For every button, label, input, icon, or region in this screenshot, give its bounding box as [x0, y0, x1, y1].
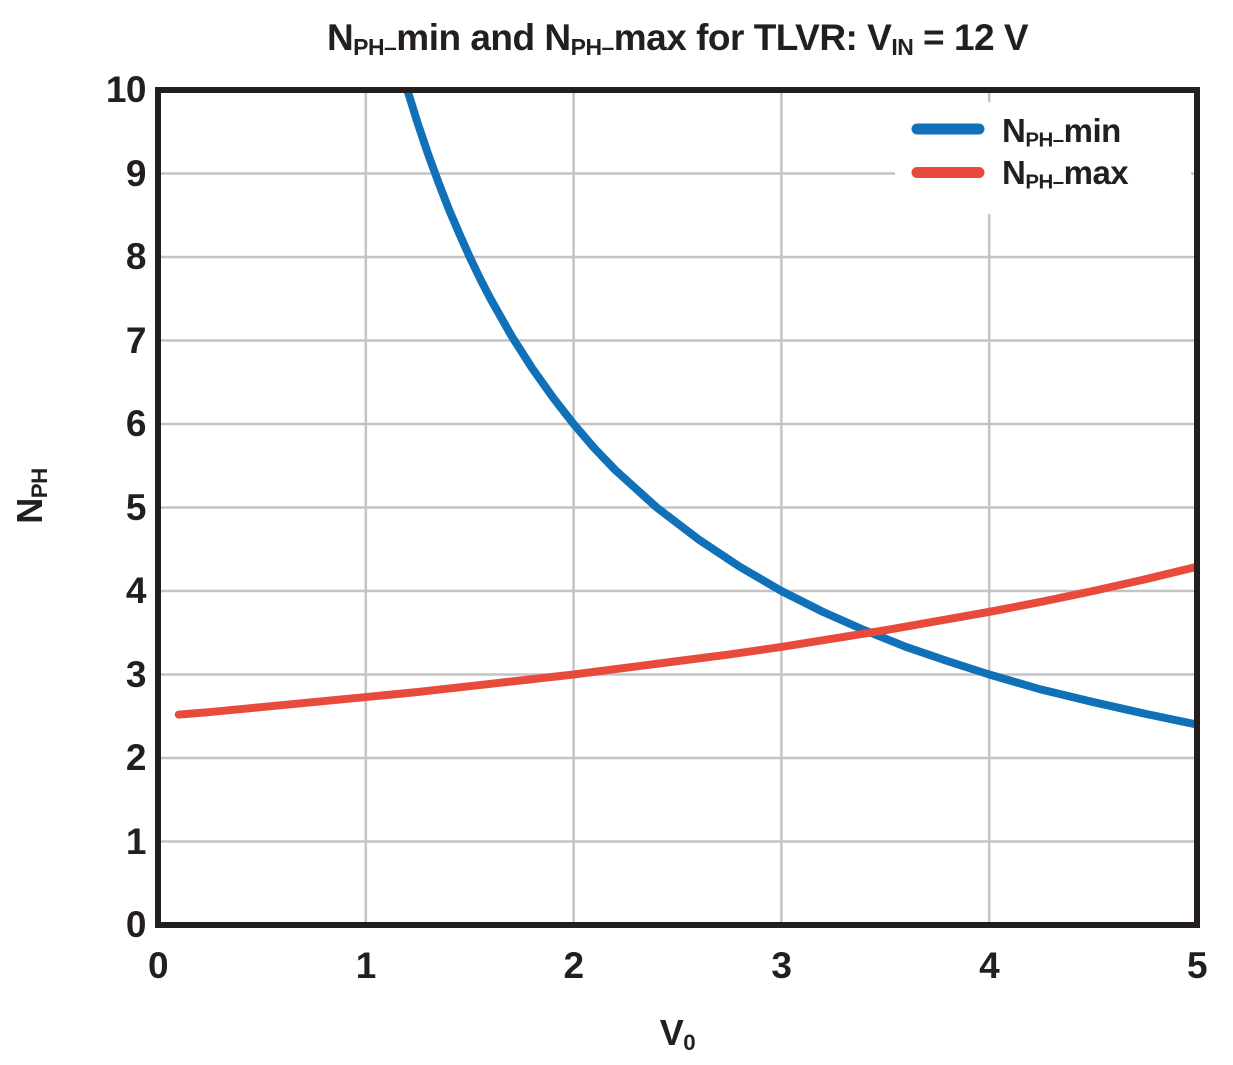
x-tick-label: 2	[563, 945, 585, 986]
y-tick-label: 8	[125, 236, 147, 277]
y-tick-label: 9	[125, 152, 147, 194]
legend-label-nph-max: NPH–max	[1002, 154, 1129, 194]
y-tick-label: 6	[125, 403, 147, 444]
y-tick-label: 1	[125, 820, 147, 862]
y-tick-label: 2	[125, 737, 147, 778]
y-tick-label: 7	[125, 319, 147, 361]
y-tick-label: 5	[125, 486, 147, 528]
plot-border	[155, 87, 1200, 928]
series-lines	[174, 90, 1197, 729]
y-axis-label: NPH	[9, 468, 52, 524]
y-tick-label: 3	[125, 653, 147, 695]
y-tick-label: 10	[105, 69, 147, 110]
line-nph-max	[174, 562, 1197, 719]
legend-background	[895, 102, 1191, 214]
legend-label-nph-min: NPH–min	[1002, 112, 1121, 152]
y-tick-label: 0	[125, 904, 147, 945]
x-tick-label: 0	[147, 945, 169, 986]
x-tick-label: 4	[979, 945, 1000, 986]
y-tick-label: 4	[125, 570, 147, 611]
x-tick-label: 5	[1186, 945, 1208, 986]
x-axis-label: V0	[659, 1012, 696, 1055]
chart-title: NPH–min and NPH–max for TLVR: VIN = 12 V	[326, 17, 1029, 61]
gridlines	[158, 90, 1197, 925]
line-nph-min	[403, 90, 1197, 729]
x-tick-label: 3	[771, 945, 792, 986]
legend-swatches	[911, 123, 985, 178]
x-tick-label: 1	[355, 945, 377, 986]
